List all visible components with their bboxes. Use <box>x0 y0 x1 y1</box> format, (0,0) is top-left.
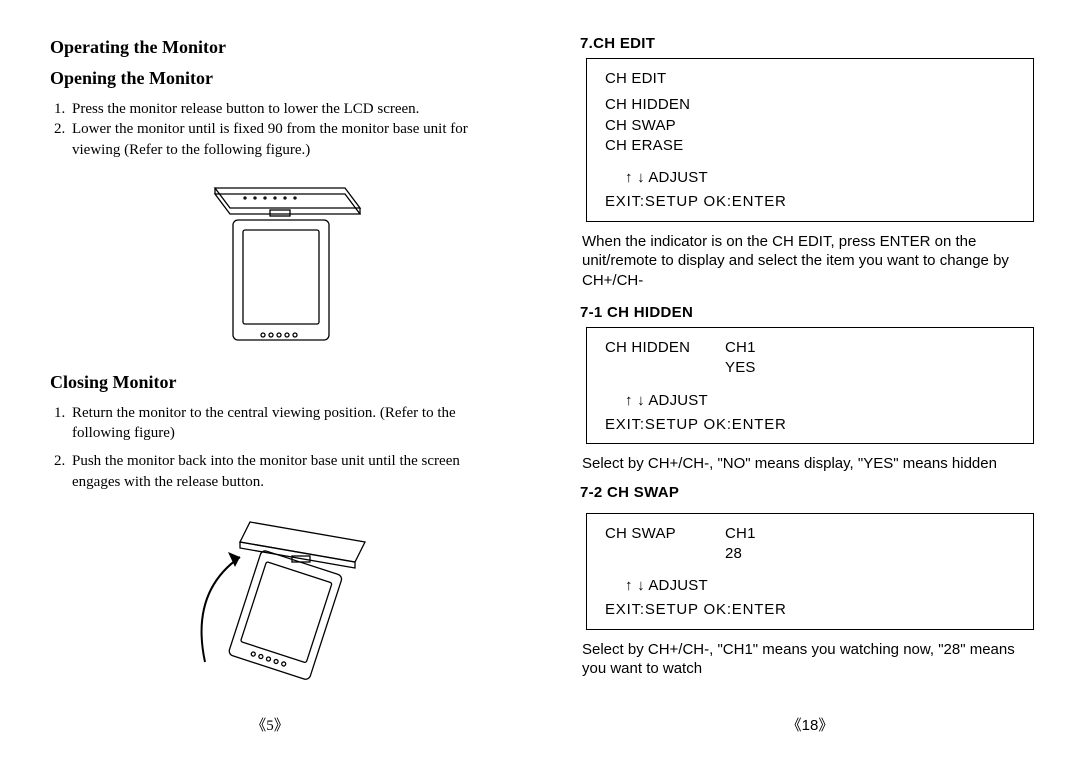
step-text: Lower the monitor until is fixed 90 from… <box>72 119 510 160</box>
figure-monitor-open <box>50 170 510 360</box>
adjust-label: ADJUST <box>648 392 708 409</box>
menu-box-ch-hidden: CH HIDDEN CH1 YES ↑ ↓ ADJUST EXIT:SETUP … <box>586 327 1034 444</box>
menu-footer: EXIT:SETUP OK:ENTER <box>605 192 1017 212</box>
adjust-label: ADJUST <box>648 577 708 594</box>
menu-cell: CH1 <box>725 524 756 544</box>
step-text: Push the monitor back into the monitor b… <box>72 451 510 492</box>
arrow-up-icon: ↑ <box>625 168 633 188</box>
menu-footer: EXIT:SETUP OK:ENTER <box>605 415 1017 435</box>
open-steps: 1. Press the monitor release button to l… <box>50 99 510 160</box>
left-heading-3: Closing Monitor <box>50 372 510 393</box>
section-7-title: 7.CH EDIT <box>580 35 1040 52</box>
menu-cell: 28 <box>725 544 742 564</box>
menu-cell: CH1 <box>725 338 756 358</box>
step-number: 1. <box>54 99 72 119</box>
right-page: 7.CH EDIT CH EDIT CH HIDDEN CH SWAP CH E… <box>540 0 1080 763</box>
menu-box-ch-edit: CH EDIT CH HIDDEN CH SWAP CH ERASE ↑ ↓ A… <box>586 58 1034 222</box>
list-item: 2. Lower the monitor until is fixed 90 f… <box>54 119 510 160</box>
left-page: Operating the Monitor Opening the Monito… <box>0 0 540 763</box>
step-text: Press the monitor release button to lowe… <box>72 99 419 119</box>
step-number: 2. <box>54 119 72 160</box>
step-text: Return the monitor to the central viewin… <box>72 403 510 444</box>
list-item: 1. Return the monitor to the central vie… <box>54 403 510 444</box>
arrow-up-icon: ↑ <box>625 391 633 411</box>
left-page-number: 《5》 <box>0 714 540 735</box>
menu-box-ch-swap: CH SWAP CH1 28 ↑ ↓ ADJUST EXIT:SETUP OK:… <box>586 513 1034 630</box>
section-7-text: When the indicator is on the CH EDIT, pr… <box>582 232 1038 291</box>
menu-adjust-row: ↑ ↓ ADJUST <box>625 168 1017 188</box>
section-7-2-title: 7-2 CH SWAP <box>580 484 1040 501</box>
arrow-down-icon: ↓ <box>637 576 645 596</box>
arrow-down-icon: ↓ <box>637 391 645 411</box>
left-heading-2: Opening the Monitor <box>50 68 510 89</box>
left-heading-1: Operating the Monitor <box>50 37 510 58</box>
menu-cell: CH SWAP <box>605 524 725 544</box>
arrow-down-icon: ↓ <box>637 168 645 188</box>
section-7-2-text: Select by CH+/CH-, "CH1" means you watch… <box>582 640 1038 679</box>
arrow-up-icon: ↑ <box>625 576 633 596</box>
section-7-1-text: Select by CH+/CH-, "NO" means display, "… <box>582 454 1038 474</box>
menu-adjust-row: ↑ ↓ ADJUST <box>625 576 1017 596</box>
menu-footer: EXIT:SETUP OK:ENTER <box>605 600 1017 620</box>
figure-monitor-close <box>50 502 510 702</box>
menu-cell <box>605 544 725 564</box>
menu-line: CH ERASE <box>605 136 1017 156</box>
right-page-number: 《18》 <box>540 714 1080 735</box>
menu-row: CH SWAP CH1 <box>605 524 1017 544</box>
menu-line: CH SWAP <box>605 116 1017 136</box>
adjust-label: ADJUST <box>648 169 708 186</box>
menu-cell <box>605 358 725 378</box>
section-7-1-title: 7-1 CH HIDDEN <box>580 304 1040 321</box>
menu-row: CH HIDDEN CH1 <box>605 338 1017 358</box>
menu-row: 28 <box>605 544 1017 564</box>
step-number: 2. <box>54 451 72 492</box>
list-item: 2. Push the monitor back into the monito… <box>54 451 510 492</box>
step-number: 1. <box>54 403 72 444</box>
menu-line: CH HIDDEN <box>605 95 1017 115</box>
list-item: 1. Press the monitor release button to l… <box>54 99 510 119</box>
close-steps: 1. Return the monitor to the central vie… <box>50 403 510 492</box>
menu-row: YES <box>605 358 1017 378</box>
menu-title: CH EDIT <box>605 69 1017 89</box>
menu-adjust-row: ↑ ↓ ADJUST <box>625 391 1017 411</box>
menu-cell: CH HIDDEN <box>605 338 725 358</box>
menu-cell: YES <box>725 358 756 378</box>
page-spread: Operating the Monitor Opening the Monito… <box>0 0 1080 763</box>
